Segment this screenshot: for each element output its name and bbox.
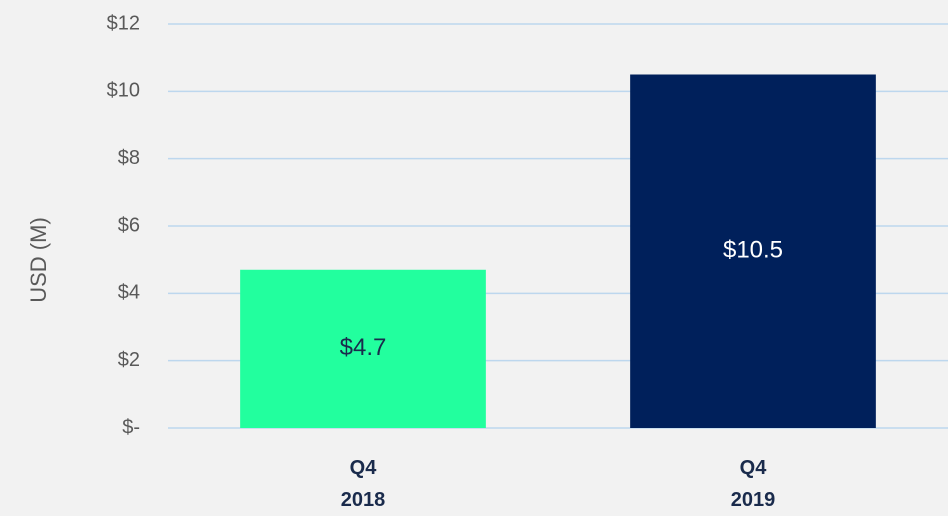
bar xyxy=(240,269,486,428)
bar xyxy=(630,74,876,428)
data-label: $4.7 xyxy=(340,334,387,361)
y-tick-label: $4 xyxy=(118,282,140,304)
y-axis-label: USD (M) xyxy=(26,217,51,303)
data-label: $10.5 xyxy=(723,237,783,264)
y-tick-label: $10 xyxy=(107,80,140,102)
y-tick-label: $12 xyxy=(107,12,140,34)
y-tick-label: $2 xyxy=(118,349,140,371)
y-tick-label: $8 xyxy=(118,147,140,169)
y-tick-label: $- xyxy=(122,416,140,438)
x-tick-label: Q4 2019 xyxy=(730,457,776,511)
x-tick-label: Q4 2018 xyxy=(340,457,386,511)
y-tick-label: $6 xyxy=(118,214,140,236)
